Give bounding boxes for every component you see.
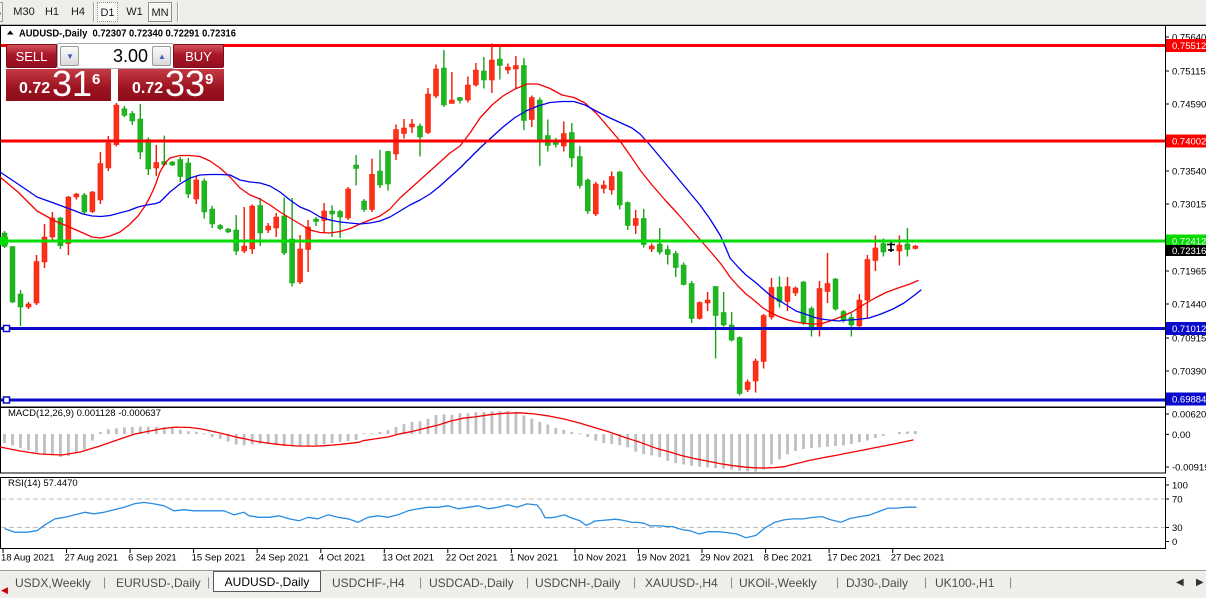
- svg-text:29 Nov 2021: 29 Nov 2021: [700, 553, 754, 564]
- svg-text:0.75512: 0.75512: [1172, 41, 1206, 52]
- svg-text:0.74002: 0.74002: [1172, 137, 1206, 148]
- svg-text:0.00: 0.00: [1172, 430, 1191, 441]
- svg-text:24 Sep 2021: 24 Sep 2021: [255, 553, 309, 564]
- svg-text:19 Nov 2021: 19 Nov 2021: [637, 553, 691, 564]
- svg-text:0.75640: 0.75640: [1172, 33, 1206, 44]
- svg-text:0.006201: 0.006201: [1172, 410, 1206, 421]
- svg-text:30: 30: [1172, 523, 1183, 534]
- svg-text:1 Nov 2021: 1 Nov 2021: [509, 553, 558, 564]
- svg-text:0.70390: 0.70390: [1172, 367, 1206, 378]
- svg-text:22 Oct 2021: 22 Oct 2021: [446, 553, 498, 564]
- svg-text:0.70915: 0.70915: [1172, 334, 1206, 345]
- svg-text:0.71965: 0.71965: [1172, 267, 1206, 278]
- svg-text:70: 70: [1172, 495, 1183, 506]
- svg-text:MACD(12,26,9) 0.001128 -0.0006: MACD(12,26,9) 0.001128 -0.000637: [8, 408, 161, 419]
- svg-text:0.75115: 0.75115: [1172, 67, 1206, 78]
- svg-text:27 Dec 2021: 27 Dec 2021: [891, 553, 945, 564]
- svg-text:0.73015: 0.73015: [1172, 200, 1206, 211]
- svg-text:0: 0: [1172, 537, 1177, 548]
- svg-text:13 Oct 2021: 13 Oct 2021: [382, 553, 434, 564]
- svg-text:10 Nov 2021: 10 Nov 2021: [573, 553, 627, 564]
- svg-text:0.71440: 0.71440: [1172, 300, 1206, 311]
- svg-text:4 Oct 2021: 4 Oct 2021: [319, 553, 365, 564]
- svg-text:0.69884: 0.69884: [1172, 395, 1206, 406]
- svg-text:0.72316: 0.72316: [1172, 246, 1206, 257]
- svg-text:8 Dec 2021: 8 Dec 2021: [764, 553, 813, 564]
- svg-text:0.71012: 0.71012: [1172, 324, 1206, 335]
- svg-text:18 Aug 2021: 18 Aug 2021: [1, 553, 54, 564]
- svg-text:AUDUSD-,Daily 0.72307 0.72340: AUDUSD-,Daily 0.72307 0.72340 0.72291 0.…: [19, 29, 237, 40]
- svg-text:17 Dec 2021: 17 Dec 2021: [827, 553, 881, 564]
- svg-text:0.73540: 0.73540: [1172, 167, 1206, 178]
- svg-text:100: 100: [1172, 481, 1188, 492]
- svg-text:-0.009197: -0.009197: [1172, 463, 1206, 474]
- svg-text:0.72412: 0.72412: [1172, 237, 1206, 248]
- svg-text:15 Sep 2021: 15 Sep 2021: [192, 553, 246, 564]
- svg-text:0.74590: 0.74590: [1172, 100, 1206, 111]
- svg-text:6 Sep 2021: 6 Sep 2021: [128, 553, 177, 564]
- svg-text:RSI(14) 57.4470: RSI(14) 57.4470: [8, 478, 78, 489]
- svg-text:27 Aug 2021: 27 Aug 2021: [65, 553, 118, 564]
